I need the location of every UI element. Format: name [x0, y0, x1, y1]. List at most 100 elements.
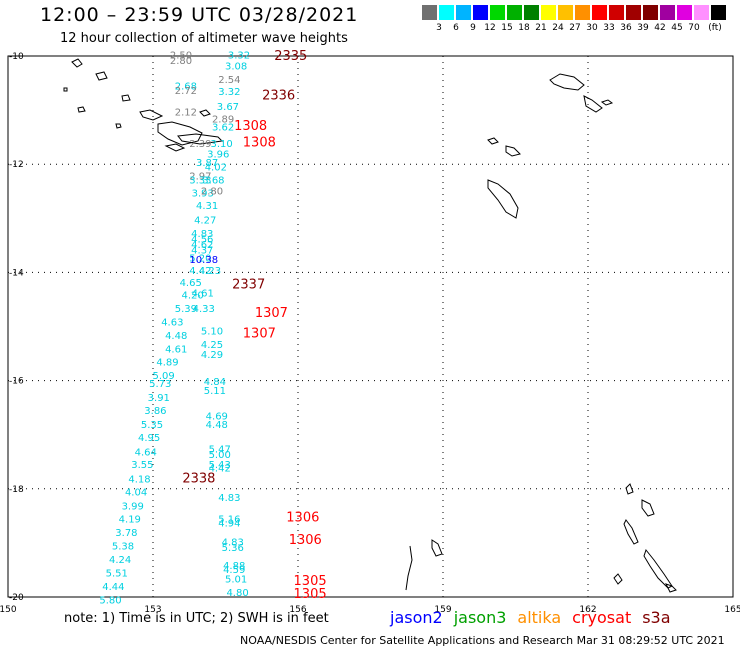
lon-tick-label: 153 [144, 605, 161, 615]
coastline-shape [95, 71, 108, 81]
scale-swatch [575, 5, 590, 20]
pass-number-label: 1306 [289, 533, 322, 548]
swh-value-label: 4.88 [223, 561, 245, 572]
swh-value-label: 5.47 [209, 445, 231, 456]
coastline-shape [643, 548, 673, 589]
swh-value-label: 4.25 [201, 340, 223, 351]
scale-tick-label: 33 [603, 23, 615, 33]
scale-swatch [677, 5, 692, 20]
coastline-shape [164, 143, 186, 152]
swh-value-label: 3.32 [218, 87, 240, 98]
lon-tick-label: 165 [724, 605, 740, 615]
swh-value-label: 3.55 [131, 460, 153, 471]
swh-value-label: 4.48 [165, 331, 187, 342]
scale-tick-label: 39 [637, 23, 649, 33]
legend-satellite-jason2: jason2 [390, 608, 443, 627]
scale-tick-label: 36 [620, 23, 632, 33]
pass-number-label: 2336 [262, 88, 295, 103]
swh-value-label: 5.38 [112, 541, 134, 552]
lat-tick-label: -12 [9, 160, 24, 170]
swh-value-label: 5.39 [175, 304, 197, 315]
swh-value-label: 3.99 [122, 501, 144, 512]
coastline-shape [115, 123, 122, 129]
swh-value-label: 2.72 [175, 86, 197, 97]
scale-tick-label: 42 [654, 23, 666, 33]
swh-value-label: 5.43 [209, 460, 231, 471]
scale-swatch [456, 5, 471, 20]
graticule [7, 55, 734, 598]
scale-swatch [643, 5, 658, 20]
scale-unit-label: (ft) [708, 23, 722, 33]
swh-value-label: 4.04 [125, 487, 147, 498]
swh-value-label: 2.50 [170, 51, 192, 62]
coastline-shape [583, 95, 603, 113]
lon-tick-label: 150 [0, 605, 17, 615]
pass-number-label: 1305 [294, 574, 327, 589]
swh-value-label: 3.68 [202, 176, 224, 187]
scale-swatch [439, 5, 454, 20]
lat-tick-label: -20 [9, 593, 24, 603]
legend-satellite-cryosat: cryosat [572, 608, 632, 627]
swh-value-label: 4.20 [182, 290, 204, 301]
pass-number-label: 1308 [243, 135, 276, 150]
scale-tick-label: 21 [535, 23, 547, 33]
swh-value-label: 4.63 [161, 317, 183, 328]
swh-value-label: 4.61 [165, 344, 187, 355]
coastline-shape [157, 121, 203, 146]
swh-value-label: 2.68 [175, 82, 197, 93]
scale-tick-label: 45 [671, 23, 683, 33]
swh-value-label: 2.39 [189, 139, 211, 150]
swh-value-label: 5.00 [209, 450, 231, 461]
swh-value-label: 5.16 [218, 514, 240, 525]
coastline-shape [641, 499, 655, 517]
swh-value-label: 5.36 [222, 543, 244, 554]
pass-number-label: 1308 [234, 119, 267, 134]
swh-value-label: 3.93 [192, 189, 214, 200]
swh-value-label: 4.83 [218, 493, 240, 504]
swh-value-label: 5.51 [106, 568, 128, 579]
footer-credit: NOAA/NESDIS Center for Satellite Applica… [240, 634, 725, 647]
scale-swatch [524, 5, 539, 20]
satellite-legend: jason2 jason3 altika cryosat s3a [390, 608, 671, 627]
coastline-shape [77, 106, 86, 113]
swh-value-label: 3.86 [144, 406, 166, 417]
legend-satellite-s3a: s3a [642, 608, 671, 627]
swh-value-label: 5.11 [204, 386, 226, 397]
coastline-shape [199, 109, 211, 117]
lon-tick-label: 159 [434, 605, 451, 615]
scale-tick-label: 18 [518, 23, 530, 33]
scale-swatch [541, 5, 556, 20]
scale-swatch [711, 5, 726, 20]
swh-value-label: 3.32 [228, 51, 250, 62]
map-title: 12:00 – 23:59 UTC 03/28/2021 [40, 4, 359, 26]
swh-value-label: 4.24 [109, 555, 131, 566]
lat-tick-label: -10 [9, 52, 24, 62]
swh-value-label: 2.12 [175, 108, 197, 119]
scale-tick-label: 15 [501, 23, 513, 33]
swh-value-label: 4.33 [193, 304, 215, 315]
swh-value-label: 4.23 [199, 266, 221, 277]
scale-tick-label: 12 [484, 23, 496, 33]
swh-value-label: 5.80 [99, 595, 121, 606]
swh-value-label: 2.80 [170, 56, 192, 67]
swh-value-label: 4.83 [222, 538, 244, 549]
swh-value-label: 5.10 [201, 327, 223, 338]
swh-value-label: 5.73 [149, 379, 171, 390]
swh-value-label: 4.64 [135, 447, 157, 458]
swh-value-label: 3.33 [189, 176, 211, 187]
swh-value-label: 3.08 [225, 62, 247, 73]
coastline-shape [665, 583, 677, 593]
swh-value-label: 4.19 [119, 514, 141, 525]
swh-value-label: 3.78 [115, 528, 137, 539]
swh-value-label: 2.97 [189, 171, 211, 182]
scale-tick-label: 27 [569, 23, 581, 33]
swh-value-label: 4.84 [204, 377, 226, 388]
swh-value-label: 4.83 [191, 229, 213, 240]
scale-swatch [609, 5, 624, 20]
coastlines [63, 58, 677, 593]
scale-tick-label: 3 [436, 23, 442, 33]
coastline-shape [405, 545, 413, 591]
scale-tick-label: 70 [688, 23, 700, 33]
pass-number-label: 2338 [182, 471, 215, 486]
